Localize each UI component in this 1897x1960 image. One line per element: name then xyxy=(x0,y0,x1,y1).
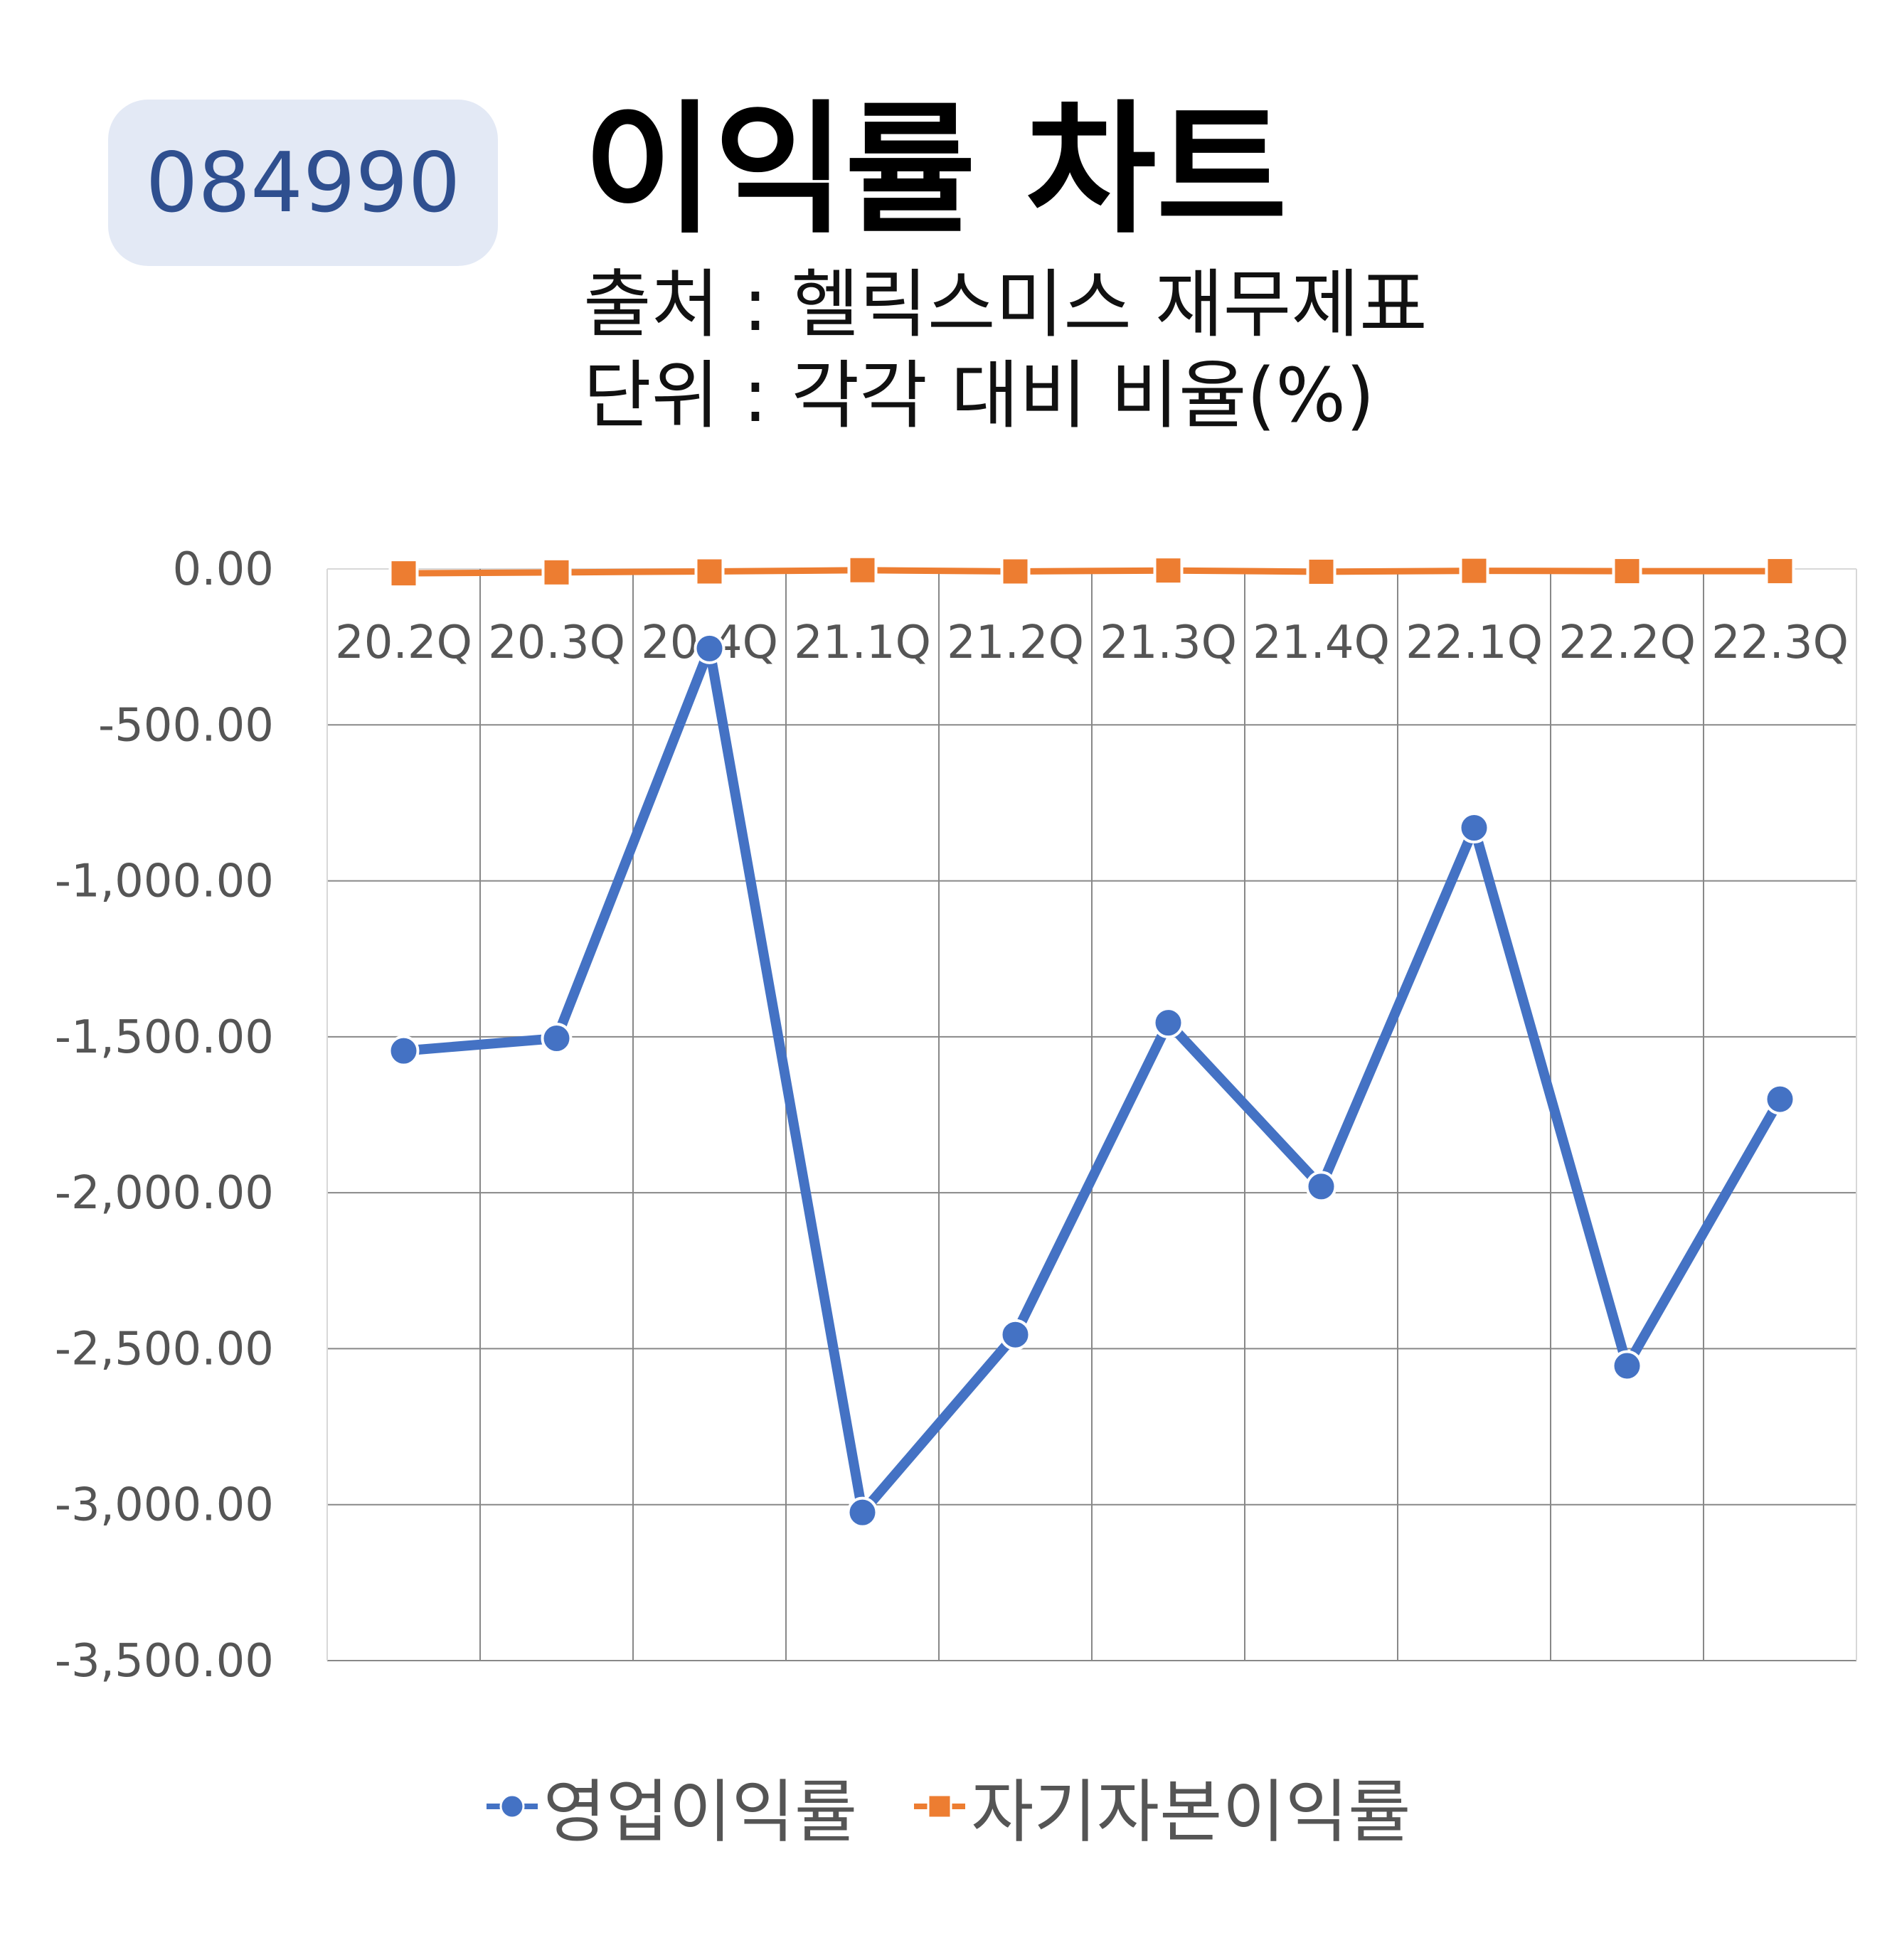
unit-note: 단위 : 각각 대비 비율(%) xyxy=(583,352,1375,439)
x-tick-label: 20.3Q xyxy=(488,617,625,669)
y-tick-label: -1,000.00 xyxy=(55,856,274,908)
legend-marker-square-icon xyxy=(914,1794,966,1818)
x-tick-label: 20.2Q xyxy=(335,617,472,669)
y-tick-label: 0.00 xyxy=(173,543,275,596)
data-point xyxy=(541,1023,573,1055)
data-point xyxy=(694,632,726,664)
chart-title: 이익률 차트 xyxy=(583,87,1287,253)
data-point xyxy=(1305,1171,1337,1203)
legend-item-operating: 영업이익률 xyxy=(486,1757,858,1855)
legend-label-operating: 영업이익률 xyxy=(543,1772,858,1852)
data-point xyxy=(1153,555,1184,586)
data-point xyxy=(541,557,572,587)
legend-label-equity: 자기자본이익률 xyxy=(971,1772,1411,1852)
x-tick-label: 22.1Q xyxy=(1406,617,1543,669)
x-tick-label: 21.3Q xyxy=(1100,617,1237,669)
y-tick-label: -3,000.00 xyxy=(55,1479,274,1532)
x-tick-label: 21.1Q xyxy=(794,617,931,669)
y-tick-label: -500.00 xyxy=(98,699,274,752)
legend-item-equity: 자기자본이익률 xyxy=(914,1757,1410,1855)
x-axis-ticks: 20.2Q20.3Q20.4Q21.1Q21.2Q21.3Q21.4Q22.1Q… xyxy=(335,617,1849,669)
data-point xyxy=(1611,1350,1643,1382)
data-point xyxy=(388,1035,420,1067)
legend: 영업이익률 자기자본이익률 xyxy=(0,1757,1897,1855)
data-point xyxy=(846,1496,878,1528)
profit-margin-chart: 0.00 -500.00 -1,000.00 -1,500.00 -2,000.00 -2… xyxy=(55,543,1857,1688)
y-tick-label: -3,500.00 xyxy=(55,1635,274,1688)
data-point xyxy=(1306,556,1337,587)
data-point xyxy=(1765,556,1795,587)
source-note: 출처 : 헬릭스미스 재무제표 xyxy=(583,261,1428,348)
x-tick-label: 22.3Q xyxy=(1711,617,1849,669)
data-point xyxy=(1458,812,1490,844)
stock-code-badge: 084990 xyxy=(108,100,498,266)
data-point xyxy=(388,558,419,589)
x-tick-label: 21.2Q xyxy=(947,617,1084,669)
x-tick-label: 21.4Q xyxy=(1253,617,1390,669)
series xyxy=(388,555,1796,1528)
legend-marker-circle-icon xyxy=(486,1794,538,1818)
y-tick-label: -2,500.00 xyxy=(55,1323,274,1375)
data-point xyxy=(1612,556,1642,587)
series-line-0 xyxy=(398,643,1785,1518)
data-point xyxy=(694,556,725,587)
y-tick-label: -2,000.00 xyxy=(55,1167,274,1220)
data-point xyxy=(1000,556,1031,587)
data-point xyxy=(1459,555,1489,586)
data-point xyxy=(1152,1007,1184,1039)
stock-code: 084990 xyxy=(145,134,461,231)
y-axis-ticks: 0.00 -500.00 -1,000.00 -1,500.00 -2,000.00 -2… xyxy=(55,543,274,1688)
data-point xyxy=(1764,1083,1796,1115)
data-point xyxy=(999,1319,1031,1351)
data-point xyxy=(847,555,878,585)
x-tick-label: 22.2Q xyxy=(1558,617,1696,669)
grid xyxy=(326,568,1857,1661)
series-line-1 xyxy=(400,567,1783,577)
y-tick-label: -1,500.00 xyxy=(55,1011,274,1064)
